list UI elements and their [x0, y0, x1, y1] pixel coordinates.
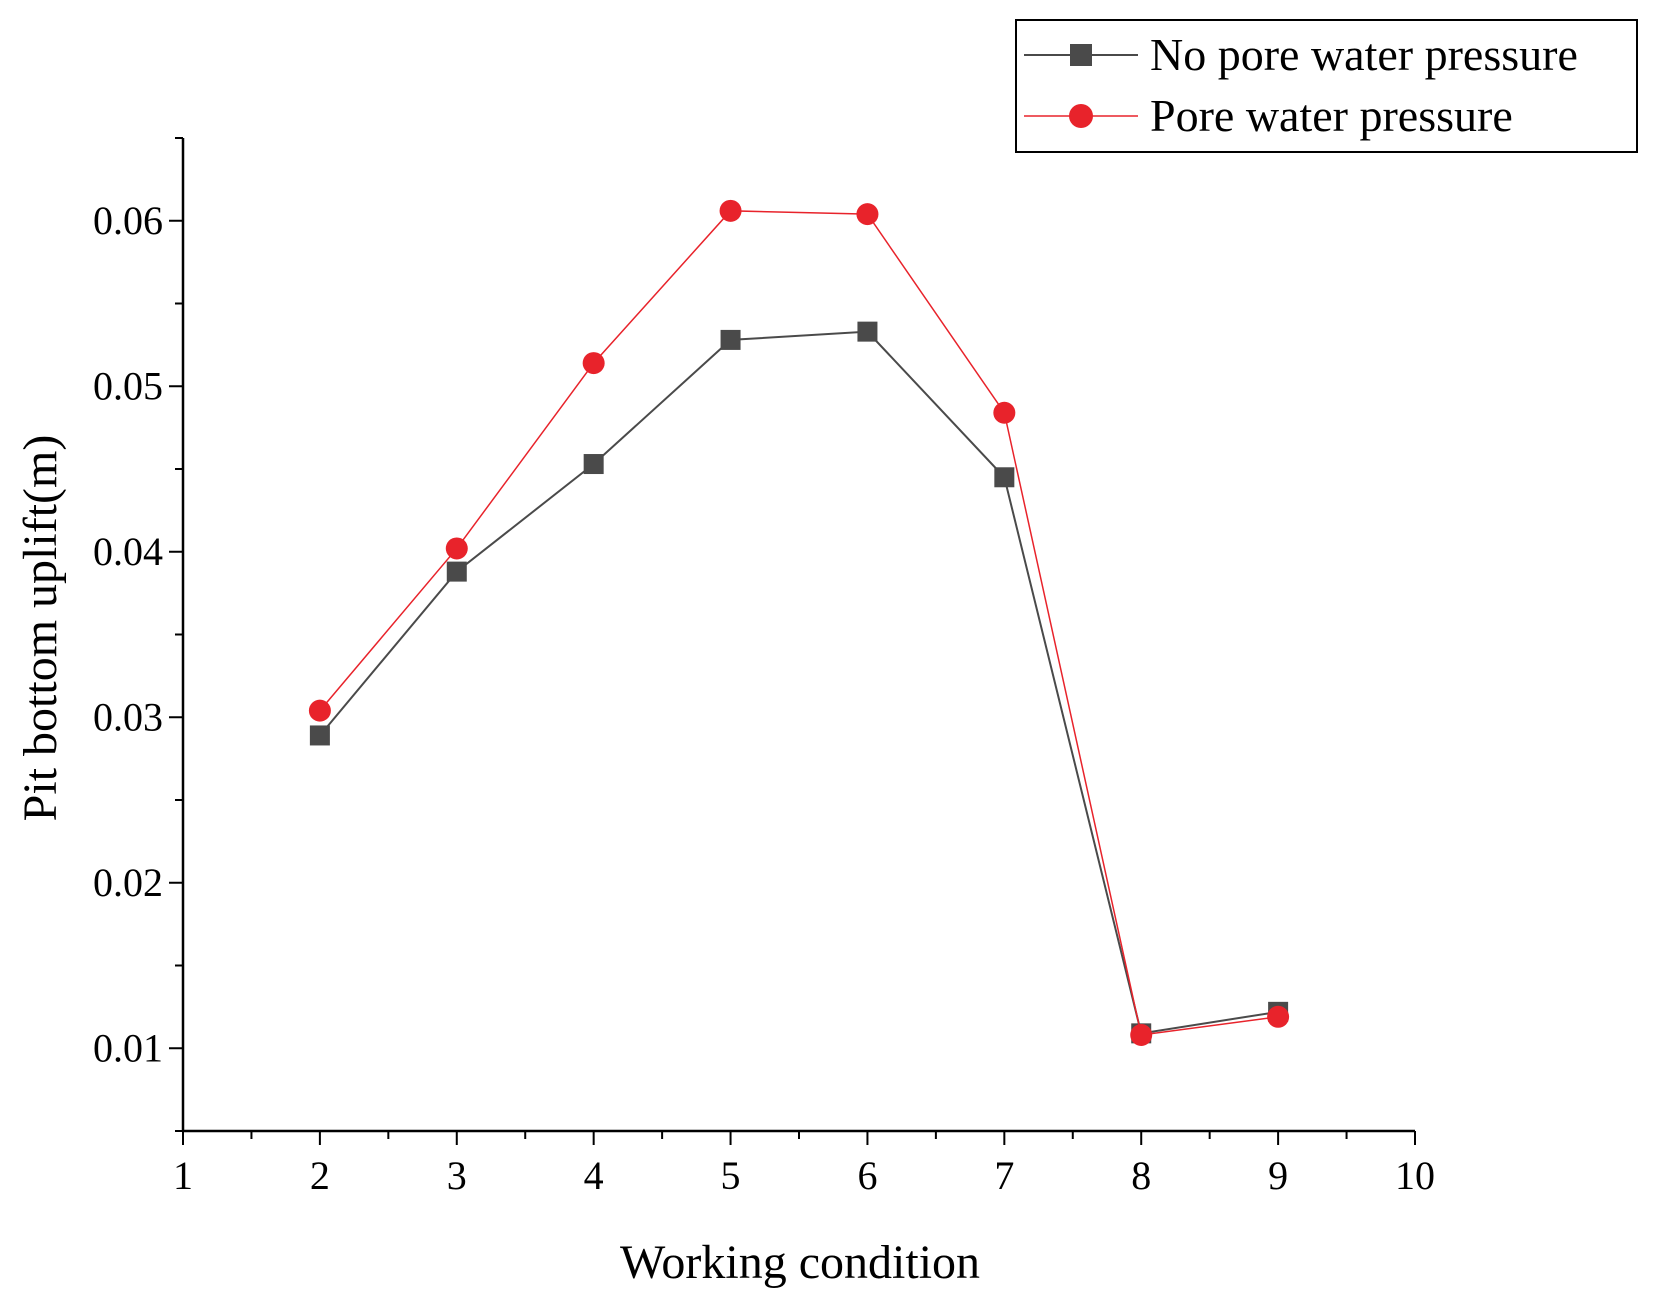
series-line [319, 330, 1279, 1035]
series-line [319, 210, 1279, 1036]
legend-square-marker [1070, 44, 1092, 66]
y-tick-label: 0.05 [93, 363, 163, 408]
y-axis-title: Pit bottom uplift(m) [14, 435, 67, 822]
x-tick-label: 10 [1395, 1153, 1435, 1198]
data-point-circle [582, 352, 605, 375]
data-point-circle [719, 199, 742, 222]
data-point-circle [993, 401, 1016, 424]
data-point-circle [445, 537, 468, 560]
y-tick-label: 0.06 [93, 198, 163, 243]
series-layer [308, 199, 1290, 1047]
axes: 1 2 3 4 5 6 7 8 9 10 0.01 0.02 0.03 0.04 0.05 0.06 [93, 137, 1435, 1198]
data-point-square [446, 561, 467, 582]
data-point-circle [856, 203, 879, 226]
series-no-pore-water-pressure [309, 321, 1289, 1044]
data-point-circle [1130, 1024, 1153, 1047]
data-point-circle [1267, 1005, 1290, 1028]
legend-box [1015, 19, 1638, 153]
x-tick-label: 2 [310, 1153, 330, 1198]
legend-label-no-pore: No pore water pressure [1150, 29, 1578, 80]
data-point-square [309, 725, 330, 746]
legend-label-pore: Pore water pressure [1150, 90, 1513, 141]
y-tick-label: 0.02 [93, 860, 163, 905]
x-tick-label: 3 [447, 1153, 467, 1198]
legend-circle-marker [1069, 104, 1093, 128]
y-tick-label: 0.01 [93, 1025, 163, 1070]
data-point-circle [308, 699, 331, 722]
y-tick-label: 0.03 [93, 694, 163, 739]
series-pore-water-pressure [308, 199, 1290, 1047]
x-tick-label: 4 [584, 1153, 604, 1198]
x-tick-label: 7 [994, 1153, 1014, 1198]
x-tick-label: 6 [857, 1153, 877, 1198]
x-axis-title: Working condition [620, 1236, 980, 1289]
x-tick-label: 8 [1131, 1153, 1151, 1198]
x-tick-label: 1 [173, 1153, 193, 1198]
data-point-square [720, 329, 741, 350]
y-tick-label: 0.04 [93, 529, 163, 574]
x-tick-label: 5 [721, 1153, 741, 1198]
data-point-square [994, 467, 1015, 488]
x-tick-label: 9 [1268, 1153, 1288, 1198]
data-point-square [857, 321, 878, 342]
data-point-square [583, 454, 604, 475]
legend: No pore water pressure Pore water pressu… [1015, 19, 1638, 153]
